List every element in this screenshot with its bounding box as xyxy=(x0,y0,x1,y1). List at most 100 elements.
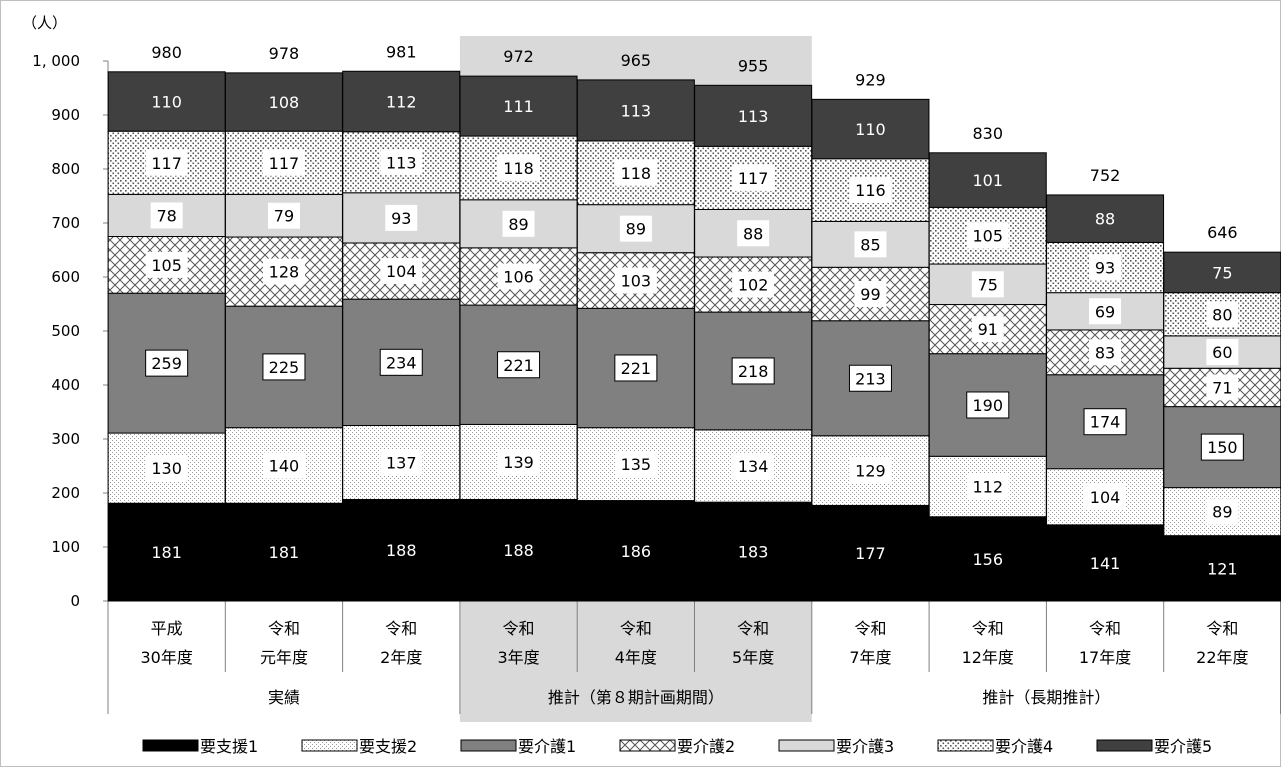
bar-segment xyxy=(107,71,226,132)
segment-value-label: 177 xyxy=(855,544,886,563)
segment-label-box xyxy=(380,149,423,176)
legend-label: 要支援2 xyxy=(359,737,417,756)
segment-value-label: 113 xyxy=(621,101,652,120)
y-tick-label: 100 xyxy=(51,538,80,556)
segment-value-label: 75 xyxy=(978,275,998,294)
category-label-line2: 3年度 xyxy=(497,648,539,667)
segment-label-box xyxy=(145,349,189,377)
bar-segment xyxy=(811,98,930,160)
category-label-line1: 令和 xyxy=(1206,619,1238,638)
bar-segment xyxy=(694,84,813,147)
y-tick-label: 400 xyxy=(51,376,80,394)
segment-value-label: 181 xyxy=(151,543,182,562)
segment-label-box xyxy=(1089,298,1122,325)
segment-value-label: 188 xyxy=(386,541,417,560)
segment-value-label: 105 xyxy=(151,256,182,275)
segment-label-box xyxy=(737,220,770,247)
segment-value-label: 89 xyxy=(626,220,646,239)
segment-label-box xyxy=(1083,408,1127,436)
segment-label-box xyxy=(731,357,775,385)
y-tick-label: 500 xyxy=(51,322,80,340)
legend-swatch xyxy=(619,739,676,752)
bar-segment xyxy=(928,152,1047,208)
legend-label: 要介護2 xyxy=(677,737,735,756)
bar-segment xyxy=(459,498,578,602)
segment-value-label: 221 xyxy=(503,356,534,375)
segment-value-label: 102 xyxy=(738,276,769,295)
segment-value-label: 234 xyxy=(386,353,417,372)
y-tick-label: 700 xyxy=(51,214,80,232)
segment-value-label: 103 xyxy=(621,272,652,291)
segment-value-label: 60 xyxy=(1212,343,1232,362)
segment-value-label: 75 xyxy=(1212,263,1232,282)
segment-value-label: 106 xyxy=(503,267,534,286)
segment-label-box xyxy=(145,251,188,278)
segment-label-box xyxy=(497,263,540,290)
segment-value-label: 135 xyxy=(621,455,652,474)
segment-value-label: 117 xyxy=(738,169,769,188)
segment-label-box xyxy=(497,154,540,181)
segment-value-label: 218 xyxy=(738,362,769,381)
segment-value-label: 112 xyxy=(972,478,1003,497)
segment-value-label: 259 xyxy=(151,354,182,373)
segment-label-box xyxy=(971,316,1004,343)
segment-label-box xyxy=(966,473,1009,500)
segment-label-box xyxy=(150,202,183,229)
segment-value-label: 117 xyxy=(151,154,182,173)
segment-label-box xyxy=(854,281,887,308)
group-label: 推計（第８期計画期間） xyxy=(548,688,724,707)
category-label-line2: 4年度 xyxy=(615,648,657,667)
segment-value-label: 118 xyxy=(621,164,652,183)
bar-segment xyxy=(224,502,343,602)
legend-label: 要介護5 xyxy=(1154,737,1212,756)
segment-label-box xyxy=(1206,498,1239,525)
segment-value-label: 104 xyxy=(386,262,417,281)
segment-value-label: 213 xyxy=(855,369,886,388)
segment-label-box xyxy=(614,451,657,478)
segment-label-box xyxy=(1206,339,1239,366)
segment-label-box xyxy=(1084,483,1127,510)
bar-total-label: 955 xyxy=(738,56,769,75)
segment-label-box xyxy=(262,353,306,381)
segment-label-box xyxy=(848,364,892,392)
segment-label-box xyxy=(497,351,541,379)
legend-swatch xyxy=(301,739,358,752)
segment-value-label: 108 xyxy=(269,93,300,112)
bar-total-label: 929 xyxy=(855,70,886,89)
segment-label-box xyxy=(849,457,892,484)
segment-value-label: 112 xyxy=(386,93,417,112)
segment-value-label: 139 xyxy=(503,453,534,472)
segment-value-label: 188 xyxy=(503,541,534,560)
category-label-line1: 令和 xyxy=(503,619,535,638)
segment-label-box xyxy=(614,159,657,186)
segment-label-box xyxy=(619,215,652,242)
y-tick-label: 300 xyxy=(51,430,80,448)
segment-value-label: 69 xyxy=(1095,302,1115,321)
bar-total-label: 830 xyxy=(972,124,1003,143)
bar-segment xyxy=(1163,535,1281,602)
segment-label-box xyxy=(971,271,1004,298)
segment-label-box xyxy=(966,391,1010,419)
segment-value-label: 134 xyxy=(738,457,769,476)
segment-value-label: 186 xyxy=(621,542,652,561)
segment-value-label: 190 xyxy=(972,396,1003,415)
category-label-line2: 17年度 xyxy=(1079,648,1131,667)
segment-value-label: 140 xyxy=(269,456,300,475)
segment-label-box xyxy=(267,202,300,229)
segment-label-box xyxy=(849,177,892,204)
category-label-line1: 令和 xyxy=(268,619,300,638)
bar-segment xyxy=(576,500,695,602)
category-label-line2: 7年度 xyxy=(849,648,891,667)
category-label-line1: 令和 xyxy=(1089,619,1121,638)
segment-value-label: 116 xyxy=(855,181,886,200)
segment-value-label: 156 xyxy=(972,550,1003,569)
y-tick-label: 1, 000 xyxy=(32,52,80,70)
category-label-line1: 令和 xyxy=(854,619,886,638)
segment-value-label: 85 xyxy=(860,235,880,254)
segment-label-box xyxy=(379,348,423,376)
segment-value-label: 141 xyxy=(1090,554,1121,573)
group-label: 推計（長期推計） xyxy=(982,688,1110,707)
segment-label-box xyxy=(966,222,1009,249)
